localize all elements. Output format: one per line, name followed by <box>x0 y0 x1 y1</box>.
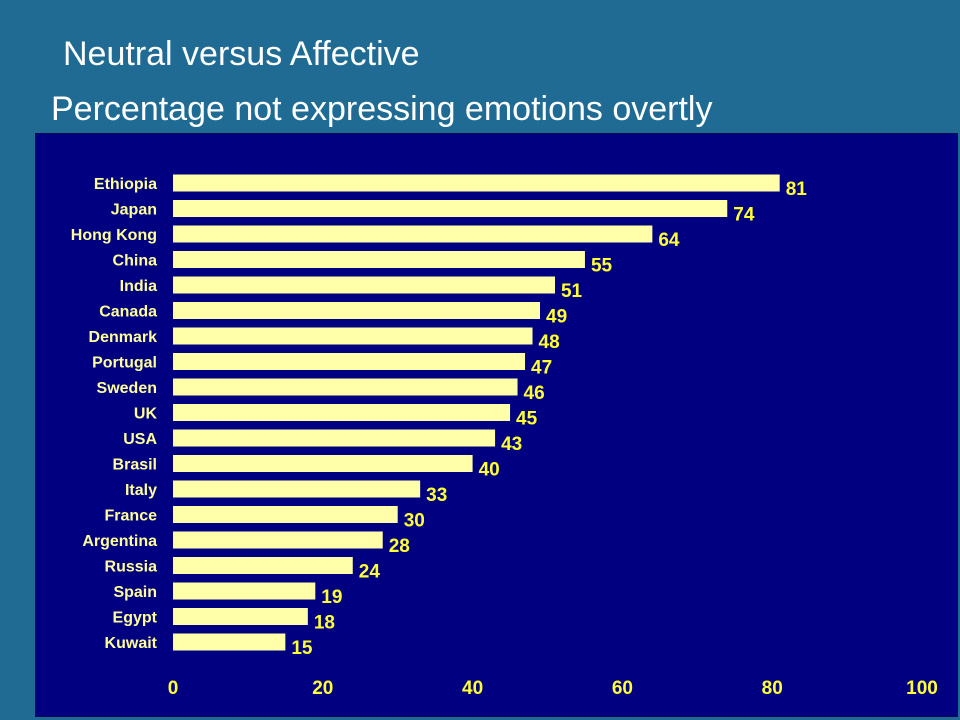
data-label: 48 <box>539 332 560 353</box>
data-label: 45 <box>516 409 538 430</box>
data-label: 47 <box>531 358 552 379</box>
data-label: 46 <box>524 383 545 404</box>
data-label: 30 <box>404 511 425 532</box>
category-label: Spain <box>113 584 157 601</box>
category-label: Egypt <box>113 610 158 627</box>
bar <box>173 327 533 345</box>
category-label: USA <box>123 431 157 448</box>
category-label: India <box>120 278 157 295</box>
category-label: Hong Kong <box>71 227 157 244</box>
category-label: Canada <box>99 304 157 321</box>
bar <box>173 200 728 217</box>
x-tick-label: 80 <box>762 678 783 699</box>
category-label: Argentina <box>82 533 157 550</box>
bar <box>173 608 308 625</box>
x-tick-label: 100 <box>906 678 938 699</box>
bar <box>173 225 653 243</box>
bar-chart: Ethiopia 81 Japan 74 Hong Kong 64 China 55 India… <box>71 174 938 699</box>
category-label: Portugal <box>92 355 157 372</box>
data-label: 18 <box>314 613 335 634</box>
bar <box>173 251 585 268</box>
data-label: 19 <box>321 587 342 608</box>
data-label: 40 <box>479 460 500 481</box>
chart-subtitle: Percentage not expressing emotions overt… <box>51 90 713 128</box>
data-label: 15 <box>291 638 313 659</box>
bar <box>173 480 421 498</box>
bar <box>173 276 555 294</box>
bar <box>173 557 353 574</box>
category-label: Ethiopia <box>94 176 157 193</box>
x-tick-label: 40 <box>462 678 483 699</box>
category-label: Sweden <box>97 380 157 397</box>
data-label: 49 <box>546 307 567 328</box>
chart-panel: Ethiopia 81 Japan 74 Hong Kong 64 China 55 India… <box>35 133 958 717</box>
bar <box>173 404 511 421</box>
category-label: UK <box>134 406 158 423</box>
x-tick-label: 60 <box>612 678 633 699</box>
bar <box>173 455 473 472</box>
category-label: Denmark <box>89 329 158 346</box>
category-label: Kuwait <box>105 635 158 652</box>
bar <box>173 302 541 319</box>
bar <box>173 174 780 192</box>
data-label: 33 <box>426 485 447 506</box>
bar <box>173 506 398 523</box>
chart-title: Neutral versus Affective <box>63 35 420 73</box>
category-label: China <box>113 253 158 270</box>
data-label: 24 <box>359 562 381 583</box>
category-label: France <box>105 508 158 525</box>
bar <box>173 353 526 370</box>
category-label: Italy <box>125 482 157 499</box>
data-label: 55 <box>591 256 613 277</box>
bar <box>173 378 518 396</box>
bar <box>173 429 496 447</box>
data-label: 64 <box>658 230 680 251</box>
data-label: 51 <box>561 281 583 302</box>
data-label: 81 <box>786 179 808 200</box>
x-tick-label: 20 <box>312 678 333 699</box>
category-label: Russia <box>105 559 158 576</box>
data-label: 74 <box>733 205 755 226</box>
data-label: 43 <box>501 434 522 455</box>
category-label: Brasil <box>113 457 157 474</box>
bar <box>173 633 286 651</box>
bar <box>173 531 383 549</box>
data-label: 28 <box>389 536 410 557</box>
bar <box>173 582 316 600</box>
category-label: Japan <box>111 202 157 219</box>
x-tick-label: 0 <box>168 678 179 699</box>
